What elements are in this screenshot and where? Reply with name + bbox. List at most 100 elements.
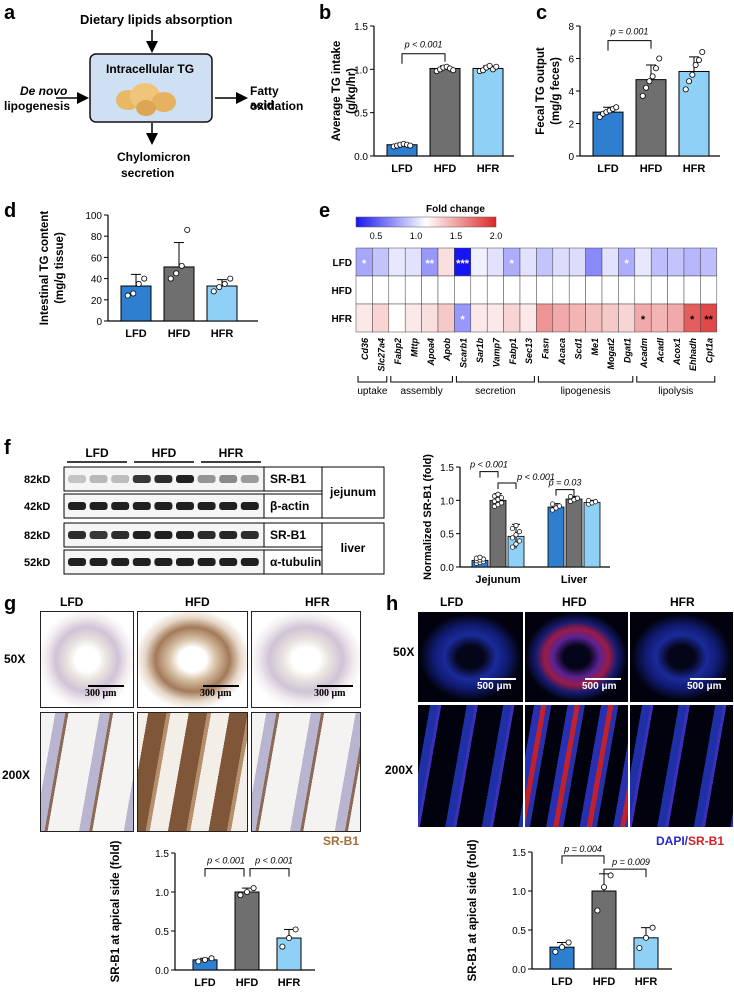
ihc-lfd-200x: [40, 712, 134, 832]
tissue-label: liver: [341, 541, 366, 555]
heatmap-cell: [601, 303, 619, 333]
data-point: [292, 926, 299, 933]
blot-band: [111, 502, 130, 510]
data-point: [643, 84, 650, 91]
gene-label: Fabp2: [393, 338, 403, 365]
h-stain-label: DAPI/SR-B1: [656, 834, 724, 848]
y-tick-label: 0.5: [354, 109, 368, 120]
blot-band: [197, 531, 216, 539]
significance-bracket: [603, 868, 647, 878]
gene-label: Apoa4: [426, 338, 436, 367]
category-label: lipogenesis: [561, 386, 611, 397]
if-hfr-200x: [629, 704, 734, 828]
heatmap-cell: [667, 303, 685, 333]
blot-band: [68, 502, 86, 510]
y-tick-label: 0.0: [440, 563, 454, 574]
heatmap-cell: [667, 275, 685, 305]
significance-star: **: [426, 258, 435, 270]
data-point: [559, 944, 566, 951]
x-tick-label: LFD: [391, 163, 412, 175]
heatmap-cell: [552, 303, 570, 333]
h-col-hfd: HFD: [562, 595, 587, 609]
heatmap-cell: [700, 247, 718, 277]
g-col-lfd: LFD: [60, 595, 84, 609]
blot-band: [176, 531, 194, 539]
if-lfd-50x: [417, 611, 524, 703]
ihc-hfd-200x: [137, 712, 248, 832]
data-point: [652, 65, 659, 72]
y-tick-label: 1.0: [354, 65, 368, 76]
bar-lfd: [592, 111, 624, 157]
heatmap-cell: [404, 275, 422, 305]
blot-band: [219, 502, 238, 510]
p-value-label: p < 0.001: [469, 460, 508, 470]
gene-label: Cd36: [360, 337, 370, 360]
data-point: [477, 554, 483, 560]
bar-hfd: [163, 266, 195, 322]
data-point: [216, 284, 223, 291]
y-tick-label: 60: [91, 253, 103, 264]
blot-group-label: HFR: [219, 447, 244, 460]
dietary-lipids-label: Dietary lipids absorption: [80, 12, 233, 27]
blot-size-marker: 42kD: [24, 501, 50, 513]
bar-hfd: [591, 890, 617, 970]
bar-hfd: [635, 79, 667, 157]
significance-bracket: [561, 855, 605, 864]
data-point: [173, 270, 180, 277]
x-tick-label: Jejunum: [475, 574, 520, 586]
data-point: [656, 55, 663, 62]
data-point: [285, 935, 292, 942]
data-point: [509, 535, 516, 541]
heatmap-cell: [519, 247, 537, 277]
blot-group-label: LFD: [85, 447, 109, 460]
h-mag-200x: 200X: [385, 763, 414, 777]
g-scalebar-hfd: [203, 685, 239, 687]
stain-separator: /: [684, 834, 689, 848]
y-tick-label: 100: [85, 211, 102, 222]
g-mag-200x: 200X: [2, 768, 31, 782]
significance-bracket: [607, 40, 652, 51]
heatmap-cell: [536, 303, 554, 333]
data-point: [124, 292, 131, 299]
category-bracket: [455, 376, 535, 383]
data-point: [279, 943, 286, 950]
chart-h: 0.0 0.5 1.0 1.5 SR-B1 at apical side (fold) L…: [467, 839, 672, 988]
blot-band: [176, 475, 194, 483]
category-bracket: [636, 376, 716, 383]
heatmap-cell: [404, 303, 422, 333]
blot-band: [240, 475, 259, 483]
heatmap-cell: [421, 303, 439, 333]
heatmap-cell: [683, 275, 701, 305]
p-value-label: p = 0.004: [563, 844, 602, 854]
heatmap-cell: [568, 275, 586, 305]
heatmap-cell: [552, 275, 570, 305]
significance-bracket: [204, 868, 245, 877]
data-point: [649, 924, 656, 931]
ihc-hfd-50x: [137, 611, 248, 708]
y-tick-label: 8: [568, 22, 574, 33]
tissue-label: jejunum: [329, 485, 376, 499]
data-point: [509, 544, 516, 550]
y-tick-label: 1.0: [512, 887, 526, 898]
heatmap-cell: [585, 247, 603, 277]
legend-colorbar: [355, 216, 497, 228]
gene-label: Mogat2: [606, 338, 616, 370]
de-novo-label: De novo: [20, 84, 68, 98]
heatmap-cell: [470, 247, 488, 277]
blot-band: [240, 531, 259, 539]
x-tick-label: HFR: [477, 163, 500, 175]
y-tick-label: 1.5: [354, 22, 368, 33]
data-point: [450, 67, 457, 74]
heatmap-cell: [601, 275, 619, 305]
data-point: [516, 538, 523, 544]
data-point: [516, 529, 523, 535]
h-scalebar-hfd: [585, 678, 621, 680]
g-stain-label: SR-B1: [323, 834, 360, 848]
dapi-label: DAPI: [656, 834, 685, 848]
blot-band: [89, 475, 108, 483]
p-value-label: p = 0.009: [611, 857, 650, 867]
heatmap-cell: [650, 247, 668, 277]
heatmap-cell: [650, 275, 668, 305]
p-value-label: p < 0.001: [254, 856, 293, 866]
